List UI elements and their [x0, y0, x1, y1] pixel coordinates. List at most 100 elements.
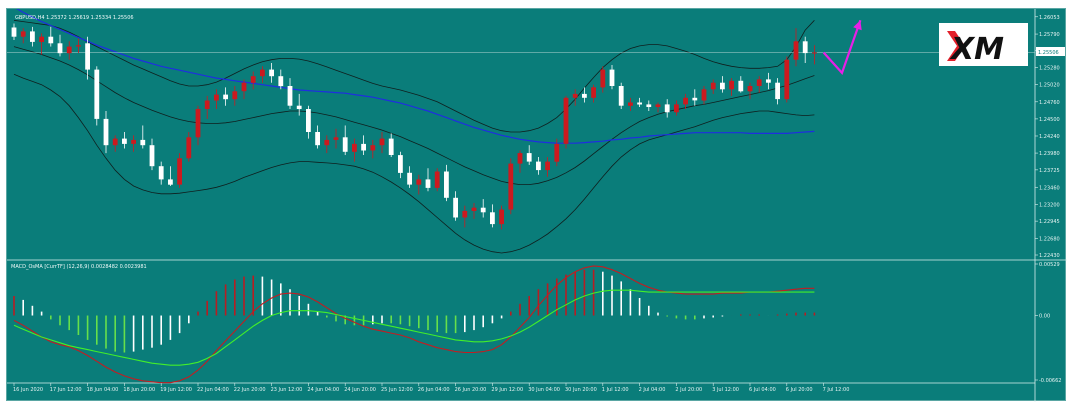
candle-body: [342, 137, 348, 152]
candle-body: [618, 86, 624, 106]
candle-body: [361, 143, 366, 151]
candlesticks: [11, 23, 817, 230]
candle-body: [85, 43, 90, 70]
candle-body: [572, 93, 578, 98]
candle-body: [66, 46, 72, 54]
candle-body: [591, 87, 596, 98]
candle-body: [140, 139, 146, 146]
macd-signal-line: [13, 289, 815, 366]
price-tick-label: 1.24500: [1039, 117, 1060, 123]
candle-body: [526, 153, 532, 162]
candle-body: [720, 82, 725, 90]
time-tick-label: 22 Jun 04:00: [197, 387, 229, 393]
candle-body: [407, 172, 412, 185]
candle-body: [600, 69, 606, 88]
candle-body: [416, 179, 422, 185]
bollinger-bands: [13, 19, 815, 254]
candle-body: [738, 80, 744, 92]
candle-body: [637, 102, 642, 105]
candle-body: [554, 143, 560, 162]
candle-body: [149, 145, 155, 167]
candle-body: [766, 79, 771, 83]
candle-body: [545, 161, 550, 171]
candle-body: [655, 104, 661, 107]
candle-body: [352, 143, 357, 152]
candle-body: [204, 100, 210, 109]
forecast-arrow: [822, 19, 862, 76]
price-tick-label: 1.23200: [1039, 202, 1060, 208]
bollinger-middle-line: [13, 46, 815, 186]
macd-title: MACD_OsMA [CurrTF] (12,26,9) 0.0028482 0…: [11, 264, 147, 270]
candle-body: [425, 179, 431, 188]
time-tick-label: 29 Jun 12:00: [491, 387, 523, 393]
candle-body: [306, 109, 311, 132]
chart-window: 1.260531.257901.255381.252801.250201.247…: [6, 6, 1067, 402]
candle-body: [563, 97, 569, 144]
chart-svg: 1.260531.257901.255381.252801.250201.247…: [7, 6, 1067, 402]
forecast-arrow-line: [822, 19, 862, 76]
candle-body: [76, 45, 81, 47]
candle-body: [683, 97, 688, 105]
price-tick-label: 1.23460: [1039, 185, 1060, 191]
xm-logo: XM: [939, 23, 1028, 67]
price-tick-label: 1.24760: [1039, 100, 1060, 106]
price-chart-title: GBPUSD,H4 1.25372 1.25619 1.25334 1.2550…: [15, 15, 134, 21]
candle-body: [609, 69, 615, 86]
moving-average-line: [13, 6, 815, 144]
macd-lines: [13, 265, 815, 384]
macd-histogram: [13, 269, 816, 353]
candle-body: [471, 207, 477, 211]
bollinger-lower-line: [13, 73, 815, 254]
macd-line: [13, 265, 815, 384]
candle-body: [232, 91, 238, 100]
candle-body: [186, 137, 192, 159]
time-tick-label: 7 Jul 12:00: [823, 387, 850, 393]
candle-body: [434, 171, 440, 188]
price-tick-label: 1.26053: [1039, 15, 1060, 21]
candle-body: [508, 163, 514, 210]
candle-body: [195, 109, 201, 138]
time-tick-label: 6 Jul 20:00: [786, 387, 813, 393]
macd-tick-label: 0.00529: [1039, 262, 1060, 268]
price-tick-label: 1.22680: [1039, 237, 1060, 243]
candle-body: [802, 41, 808, 54]
time-tick-label: 3 Jul 12:00: [712, 387, 739, 393]
time-tick-label: 24 Jun 04:00: [307, 387, 339, 393]
candle-body: [324, 139, 330, 146]
candle-body: [333, 137, 339, 140]
candle-body: [628, 102, 633, 106]
time-tick-label: 30 Jun 04:00: [528, 387, 560, 393]
candle-body: [223, 94, 228, 100]
candle-body: [287, 86, 293, 106]
candle-body: [11, 27, 17, 37]
candle-body: [499, 209, 504, 225]
candle-body: [674, 104, 679, 113]
time-tick-label: 25 Jun 12:00: [381, 387, 413, 393]
time-axis-ticks: 16 Jun 2020 17 Jun 12:00 18 Jun 04:00 18 Ju…: [13, 383, 849, 393]
price-tick-label: 1.25020: [1039, 83, 1060, 89]
candle-body: [269, 69, 274, 77]
price-tick-label: 1.25280: [1039, 66, 1060, 72]
candle-body: [775, 82, 780, 100]
candle-body: [388, 138, 394, 155]
candle-body: [278, 76, 284, 87]
candle-body: [379, 138, 385, 146]
price-tick-label: 1.22430: [1039, 253, 1060, 259]
time-tick-label: 23 Jun 12:00: [271, 387, 303, 393]
candle-body: [536, 161, 541, 171]
candle-body: [756, 79, 762, 86]
candle-body: [701, 89, 707, 101]
price-tick-label: 1.23725: [1039, 168, 1060, 174]
candle-body: [453, 197, 458, 218]
candle-body: [168, 179, 173, 185]
last-price-tag: [1036, 47, 1065, 56]
time-tick-label: 26 Jun 20:00: [455, 387, 487, 393]
candle-body: [480, 207, 486, 213]
time-tick-label: 19 Jun 12:00: [160, 387, 192, 393]
time-tick-label: 30 Jun 20:00: [565, 387, 597, 393]
candle-body: [646, 104, 652, 107]
candle-body: [582, 93, 587, 98]
candle-body: [444, 171, 449, 198]
time-tick-label: 2 Jul 04:00: [639, 387, 666, 393]
candle-body: [296, 105, 302, 109]
